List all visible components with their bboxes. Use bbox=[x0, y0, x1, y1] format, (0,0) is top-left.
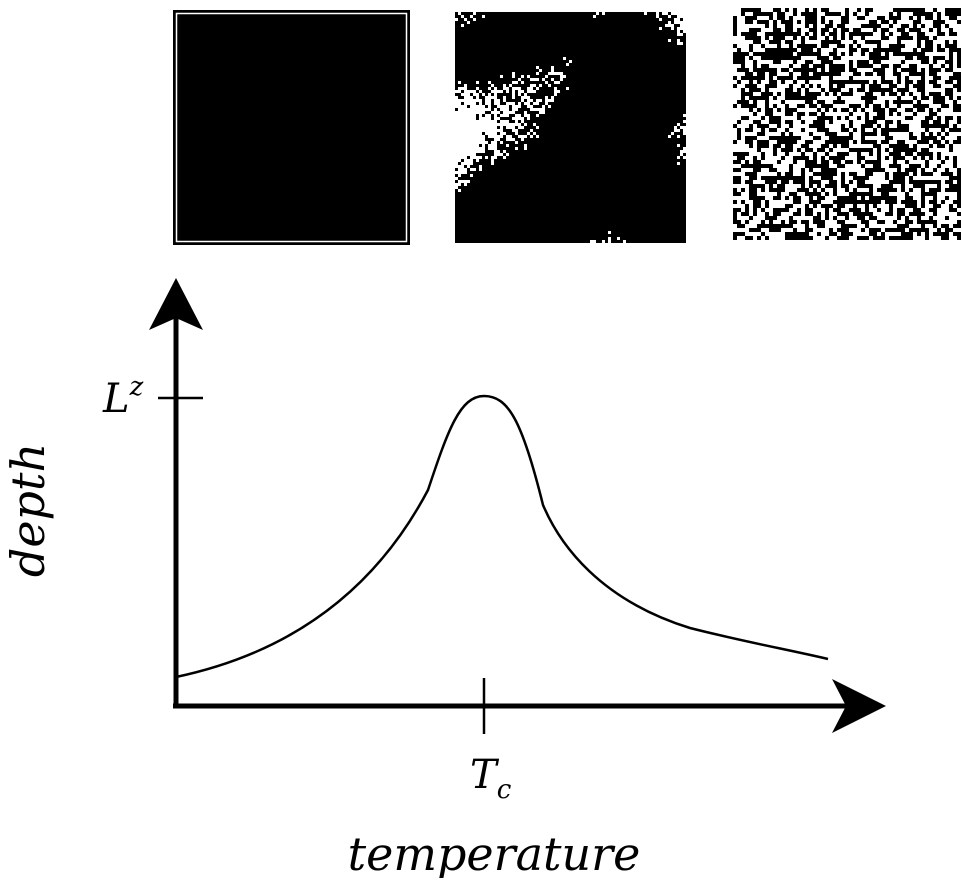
y-axis-arrowhead bbox=[149, 278, 203, 330]
panel-disordered-pattern bbox=[733, 8, 961, 240]
panel-critical bbox=[455, 12, 688, 244]
x-axis-label: temperature bbox=[348, 827, 641, 878]
y-tick-label-base: L bbox=[102, 376, 130, 422]
depth-curve bbox=[175, 394, 829, 679]
panel-ordered-border bbox=[175, 12, 408, 243]
x-tick-label-subscript: c bbox=[497, 775, 512, 805]
panel-ordered-fill bbox=[173, 10, 410, 245]
y-tick-label: Lz bbox=[102, 372, 144, 422]
x-tick-label-base: T bbox=[470, 752, 500, 798]
axes bbox=[149, 278, 886, 734]
x-tick-label: Tc bbox=[470, 752, 512, 805]
y-tick-label-superscript: z bbox=[129, 372, 144, 402]
panel-disordered bbox=[733, 8, 961, 242]
panel-ordered bbox=[173, 10, 410, 245]
x-axis-arrowhead bbox=[832, 679, 886, 733]
panel-critical-pattern bbox=[455, 12, 686, 243]
y-axis-label: depth bbox=[1, 443, 55, 577]
